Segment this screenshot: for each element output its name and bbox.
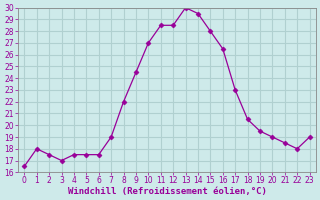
X-axis label: Windchill (Refroidissement éolien,°C): Windchill (Refroidissement éolien,°C) <box>68 187 266 196</box>
